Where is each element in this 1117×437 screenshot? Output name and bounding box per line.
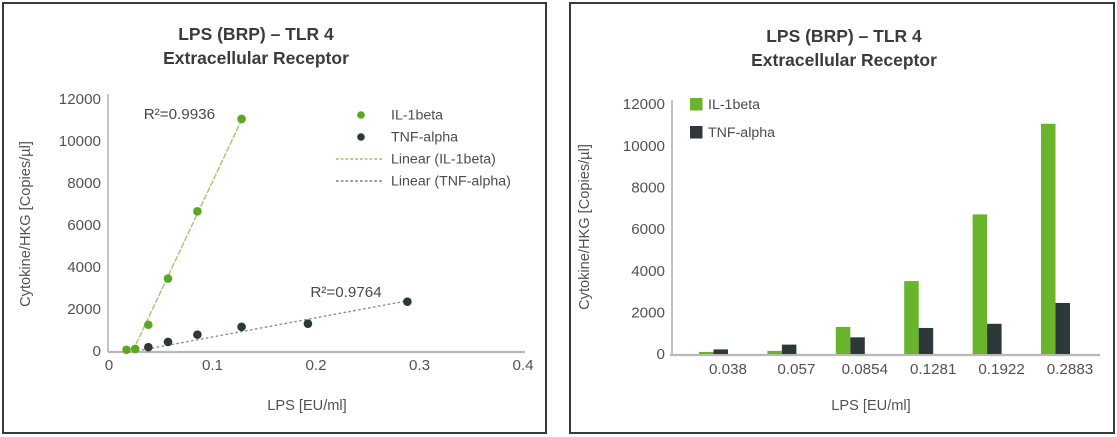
legend-label: TNF-alpha bbox=[708, 125, 775, 141]
bar-tnf-alpha bbox=[713, 349, 728, 354]
bar-chart: LPS (BRP) – TLR 4 Extracellular Receptor 0… bbox=[577, 26, 1100, 414]
legend-label: IL-1beta bbox=[708, 97, 760, 113]
y-tick-label: 2000 bbox=[67, 301, 101, 318]
bar-il-1beta bbox=[699, 351, 714, 354]
y-tick-label: 4000 bbox=[67, 259, 101, 276]
x-category-label: 0.1281 bbox=[910, 361, 956, 378]
data-point-tnf-alpha bbox=[303, 319, 313, 329]
legend-dot-marker bbox=[357, 111, 365, 119]
x-tick-label: 0.3 bbox=[409, 357, 430, 374]
y-tick-label: 0 bbox=[657, 346, 665, 363]
data-point-il-1beta bbox=[237, 114, 246, 124]
bar-il-1beta bbox=[1041, 123, 1056, 355]
x-tick-label: 0.1 bbox=[202, 357, 223, 374]
y-tick-label: 12000 bbox=[623, 96, 665, 113]
chart-title: LPS (BRP) – TLR 4 bbox=[766, 26, 922, 46]
x-tick-label: 0 bbox=[105, 357, 113, 374]
y-tick-label: 6000 bbox=[631, 221, 665, 238]
x-tick-label: 0.2 bbox=[305, 357, 326, 374]
bar-tnf-alpha bbox=[1055, 302, 1070, 354]
x-category-label: 0.0854 bbox=[842, 361, 888, 378]
y-tick-label: 8000 bbox=[631, 180, 665, 197]
data-point-tnf-alpha bbox=[193, 330, 202, 339]
data-point-tnf-alpha bbox=[144, 342, 153, 352]
legend-label: Linear (TNF-alpha) bbox=[391, 174, 511, 190]
legend-label: TNF-alpha bbox=[391, 130, 458, 146]
y-tick-label: 8000 bbox=[67, 175, 101, 192]
bar-il-1beta bbox=[835, 326, 851, 354]
chart-subtitle: Extracellular Receptor bbox=[751, 50, 937, 70]
data-point-il-1beta bbox=[193, 207, 202, 216]
y-axis-label: Cytokine/HKG [Copies/µl] bbox=[577, 144, 593, 310]
bar-il-1beta bbox=[904, 281, 919, 354]
data-point-tnf-alpha bbox=[163, 337, 173, 347]
legend-square-marker bbox=[690, 126, 703, 139]
bar-il-1beta bbox=[972, 214, 988, 354]
scatter-chart: LPS (BRP) – TLR 4 Extracellular Receptor 0… bbox=[18, 24, 534, 414]
chart-title: LPS (BRP) – TLR 4 bbox=[178, 24, 334, 44]
bar-tnf-alpha bbox=[850, 337, 865, 354]
trendline-tnf-alpha bbox=[136, 299, 413, 352]
r-squared-annotation: R²=0.9936 bbox=[144, 106, 215, 123]
y-tick-label: 6000 bbox=[67, 217, 101, 234]
bar-tnf-alpha bbox=[987, 323, 1002, 354]
y-tick-label: 10000 bbox=[59, 133, 101, 150]
data-point-il-1beta bbox=[163, 274, 173, 283]
bar-tnf-alpha bbox=[781, 344, 797, 354]
x-category-label: 0.2883 bbox=[1047, 361, 1093, 378]
y-axis-label: Cytokine/HKG [Copies/µl] bbox=[18, 141, 34, 307]
y-tick-label: 12000 bbox=[59, 91, 101, 108]
y-tick-label: 10000 bbox=[623, 138, 665, 155]
chart-subtitle: Extracellular Receptor bbox=[163, 48, 349, 68]
legend-dot-marker bbox=[357, 133, 365, 141]
bar-il-1beta bbox=[767, 350, 782, 354]
data-point-tnf-alpha bbox=[237, 322, 246, 332]
x-category-label: 0.038 bbox=[709, 361, 747, 378]
bar-chart-panel: LPS (BRP) – TLR 4 Extracellular Receptor 0… bbox=[569, 2, 1115, 434]
legend-label: IL-1beta bbox=[391, 108, 443, 124]
trendline-il-1beta bbox=[132, 118, 243, 352]
x-axis-label: LPS [EU/ml] bbox=[831, 398, 910, 414]
r-squared-annotation: R²=0.9764 bbox=[310, 284, 381, 301]
legend-square-marker bbox=[690, 98, 703, 111]
x-category-label: 0.057 bbox=[777, 361, 815, 378]
scatter-chart-panel: LPS (BRP) – TLR 4 Extracellular Receptor 0… bbox=[2, 2, 547, 434]
x-axis-label: LPS [EU/ml] bbox=[267, 398, 346, 414]
x-category-label: 0.1922 bbox=[978, 361, 1024, 378]
y-tick-label: 2000 bbox=[631, 305, 665, 322]
bar-tnf-alpha bbox=[918, 327, 934, 354]
y-tick-label: 0 bbox=[93, 343, 101, 360]
y-tick-label: 4000 bbox=[631, 263, 665, 280]
data-point-il-1beta bbox=[130, 344, 140, 354]
data-point-tnf-alpha bbox=[403, 297, 412, 306]
x-tick-label: 0.4 bbox=[512, 357, 533, 374]
data-point-il-1beta bbox=[144, 320, 153, 330]
legend-label: Linear (IL-1beta) bbox=[391, 152, 496, 168]
data-point-il-1beta bbox=[122, 345, 131, 355]
